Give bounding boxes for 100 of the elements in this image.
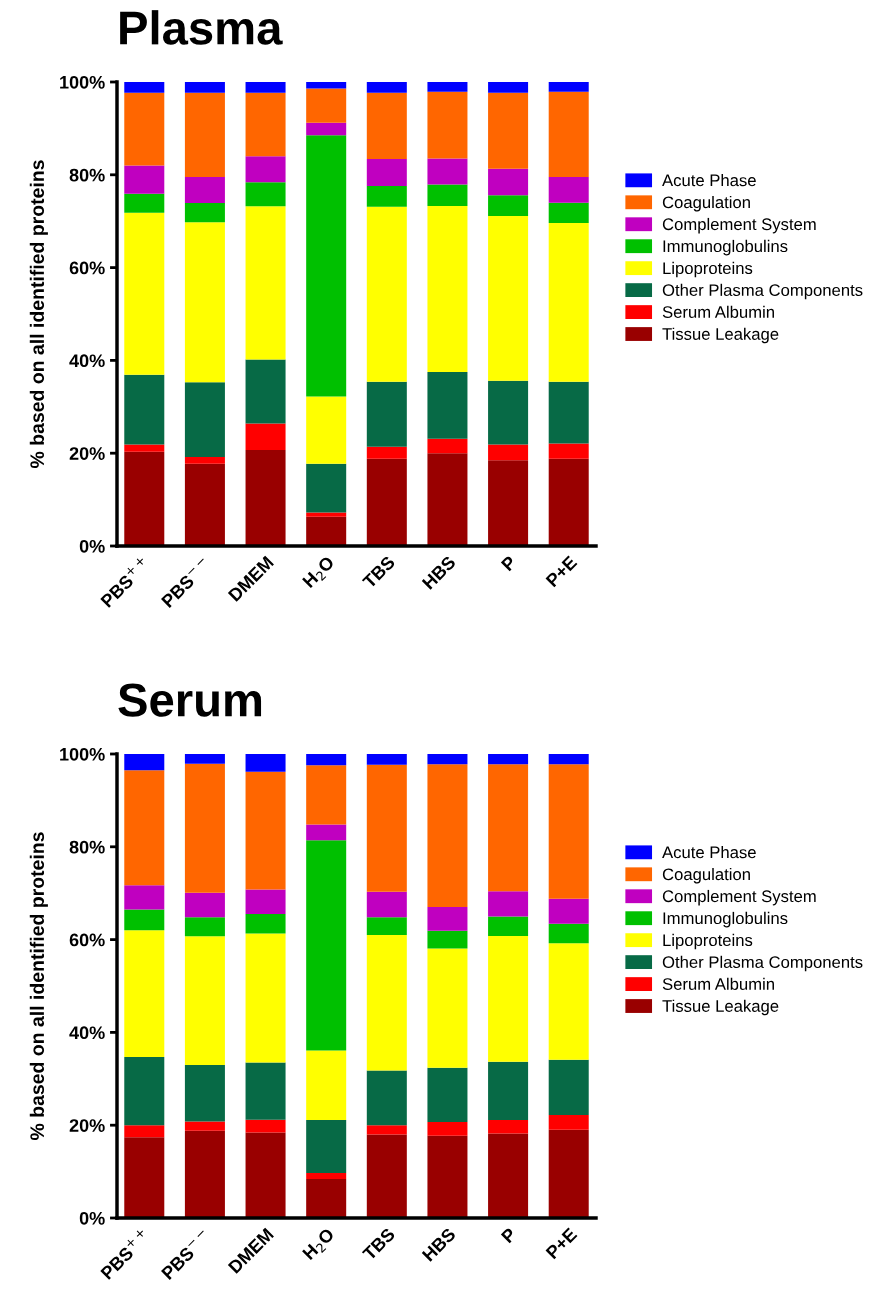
y-axis-title: % based on all identified proteins xyxy=(29,832,48,1140)
bar xyxy=(548,177,589,203)
bar xyxy=(488,380,529,445)
bar xyxy=(427,754,468,765)
x-tick-label: P xyxy=(500,1227,517,1244)
bar xyxy=(366,764,407,892)
bar xyxy=(427,453,468,546)
bar xyxy=(245,359,286,424)
x-tick-label: PBS$^{−−}$ xyxy=(160,1229,212,1281)
bar xyxy=(427,205,468,372)
bar xyxy=(366,891,407,918)
bar xyxy=(245,771,286,890)
legend-label: Coagulation xyxy=(662,195,750,212)
bar xyxy=(306,1050,347,1121)
legend-label: Complement System xyxy=(662,889,816,906)
chart-title: Serum xyxy=(118,683,262,717)
bar xyxy=(306,840,347,1051)
bar xyxy=(306,1179,347,1218)
bar xyxy=(245,182,286,207)
bar xyxy=(366,206,407,382)
legend-label: Other Plasma Components xyxy=(662,283,863,300)
bar xyxy=(427,82,468,92)
bar xyxy=(306,463,347,513)
bar xyxy=(124,885,165,910)
y-tick-label: 20% xyxy=(69,1119,105,1132)
bar xyxy=(366,934,407,1071)
x-tick-label: TBS xyxy=(361,555,396,590)
bar xyxy=(184,222,225,383)
bar xyxy=(427,1067,468,1122)
x-tick-label: H$_{2}$O xyxy=(301,1227,337,1263)
bar xyxy=(366,1125,407,1135)
bar xyxy=(184,754,225,764)
y-tick-label: 0% xyxy=(79,539,105,553)
bar xyxy=(245,156,286,183)
bar xyxy=(427,1121,468,1136)
y-tick-label: 80% xyxy=(69,840,105,854)
y-tick-label: 80% xyxy=(69,168,105,182)
legend-label: Acute Phase xyxy=(662,845,756,859)
bar xyxy=(184,1121,225,1131)
bar xyxy=(488,1120,529,1134)
bar xyxy=(306,122,347,136)
x-tick-label: PBS$^{−−}$ xyxy=(160,557,212,609)
bar xyxy=(245,82,286,93)
bar xyxy=(184,177,225,204)
bar xyxy=(427,158,468,185)
bar xyxy=(427,91,468,159)
legend-label: Lipoproteins xyxy=(663,933,753,950)
bar xyxy=(366,82,407,93)
bar xyxy=(184,382,225,457)
bar xyxy=(245,423,286,450)
bar xyxy=(488,935,529,1062)
bar xyxy=(245,449,286,546)
bar xyxy=(366,446,407,459)
bar xyxy=(366,754,407,765)
bar xyxy=(245,754,286,772)
bar xyxy=(245,933,286,1063)
bar xyxy=(488,916,529,936)
legend-label: Immunoglobulins xyxy=(663,239,788,256)
bar xyxy=(306,1120,347,1173)
x-tick-label: PBS$^{++}$ xyxy=(98,1228,151,1280)
bar xyxy=(548,91,589,178)
x-tick-label: H$_{2}$O xyxy=(301,555,337,591)
y-axis-title: % based on all identified proteins xyxy=(29,160,48,468)
bar xyxy=(488,444,529,461)
bar xyxy=(366,458,407,546)
y-tick-label: 20% xyxy=(69,447,105,460)
bar xyxy=(427,372,468,439)
bar xyxy=(124,193,165,213)
bar xyxy=(548,223,589,382)
bar xyxy=(184,82,225,93)
bar xyxy=(306,516,347,546)
bar xyxy=(306,765,347,825)
bar xyxy=(427,907,468,931)
bar xyxy=(306,824,347,841)
legend-label: Other Plasma Components xyxy=(662,955,863,972)
bar xyxy=(306,82,347,89)
bar xyxy=(548,1114,589,1130)
bar xyxy=(366,185,407,207)
bar xyxy=(488,891,529,917)
x-tick-label: TBS xyxy=(361,1227,396,1262)
bar xyxy=(427,184,468,206)
bar xyxy=(366,159,407,186)
bar xyxy=(124,165,165,194)
bar xyxy=(548,943,589,1060)
bar xyxy=(427,948,468,1068)
bar xyxy=(488,1061,529,1121)
legend-label: Immunoglobulins xyxy=(663,911,788,928)
bar xyxy=(488,216,529,381)
bar xyxy=(124,930,165,1057)
y-tick-label: 0% xyxy=(79,1211,105,1225)
x-tick-label: PBS$^{++}$ xyxy=(98,556,151,608)
bar xyxy=(184,917,225,937)
bar xyxy=(427,438,468,454)
bar xyxy=(306,512,347,517)
bar xyxy=(245,889,286,915)
bar xyxy=(306,88,347,123)
bar xyxy=(306,135,347,397)
bar xyxy=(548,898,589,924)
bar xyxy=(124,1125,165,1138)
y-tick-label: 100% xyxy=(60,747,105,761)
